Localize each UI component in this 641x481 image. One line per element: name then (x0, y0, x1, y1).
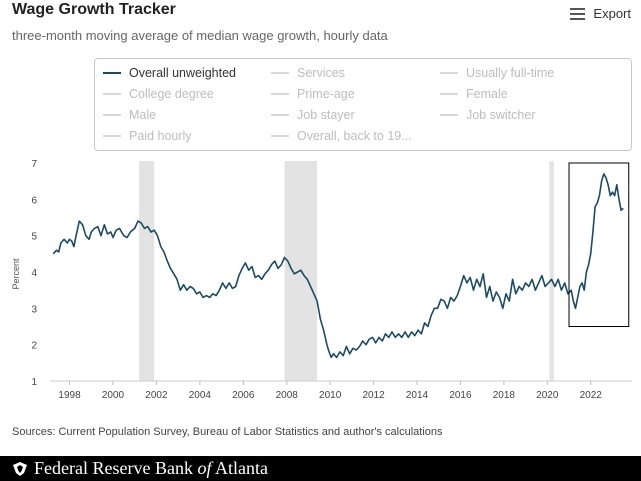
legend-swatch (271, 135, 289, 137)
legend-label: Usually full-time (466, 66, 555, 80)
legend-item-paid-hourly[interactable]: Paid hourly (103, 129, 192, 143)
highlight-box (568, 162, 630, 327)
y-axis: 1 2 3 4 5 6 7 (31, 159, 37, 388)
legend-swatch (103, 72, 121, 74)
legend-swatch (103, 114, 121, 116)
legend-swatch (440, 93, 458, 95)
legend-item-services[interactable]: Services (271, 66, 345, 80)
x-tick-label: 2008 (276, 390, 299, 401)
series-legend: Overall unweighted Services Usually full… (94, 58, 632, 151)
x-tick-label: 2000 (102, 390, 125, 401)
legend-item-male[interactable]: Male (103, 108, 156, 122)
y-tick-label: 5 (31, 232, 37, 243)
y-tick-label: 3 (31, 304, 37, 315)
footer-bar: Federal Reserve Bank of Atlanta (0, 456, 641, 481)
chart-title: Wage Growth Tracker (12, 1, 176, 18)
legend-item-job-stayer[interactable]: Job stayer (271, 108, 355, 122)
legend-item-college-degree[interactable]: College degree (103, 87, 214, 101)
source-note: Sources: Current Population Survey, Bure… (12, 426, 443, 438)
recession-band (549, 161, 554, 381)
legend-item-female[interactable]: Female (440, 87, 508, 101)
x-tick-label: 2018 (493, 390, 516, 401)
x-tick-label: 2006 (232, 390, 255, 401)
legend-swatch (271, 72, 289, 74)
legend-label: Overall, back to 19... (297, 129, 412, 143)
x-tick-label: 2002 (145, 390, 168, 401)
x-tick-label: 2014 (406, 390, 429, 401)
x-tick-label: 2004 (189, 390, 212, 401)
legend-swatch (103, 135, 121, 137)
chart-subtitle: three-month moving average of median wag… (12, 28, 388, 43)
export-button[interactable]: Export (570, 6, 631, 21)
x-tick-label: 2012 (362, 390, 385, 401)
legend-swatch (271, 114, 289, 116)
export-label: Export (593, 6, 631, 21)
fed-name: Federal Reserve Bank of Atlanta (34, 458, 268, 479)
x-tick-label: 2010 (319, 390, 342, 401)
legend-item-prime-age[interactable]: Prime-age (271, 87, 355, 101)
y-tick-label: 7 (31, 159, 37, 170)
legend-label: Overall unweighted (129, 66, 237, 80)
legend-swatch (440, 72, 458, 74)
y-tick-label: 6 (31, 195, 37, 206)
x-axis-ticks: 1998 2000 2002 2004 2006 2008 2010 2012 2014 2016… (58, 381, 602, 401)
legend-item-overall-back-to-19[interactable]: Overall, back to 19... (271, 129, 412, 143)
legend-label: Paid hourly (129, 129, 192, 143)
legend-swatch (103, 93, 121, 95)
federal-reserve-eagle-icon (13, 461, 27, 476)
legend-label: Male (129, 108, 157, 122)
y-tick-label: 1 (31, 377, 37, 388)
fed-name-prefix: Federal Reserve Bank (34, 458, 198, 478)
hamburger-menu-icon (570, 7, 586, 20)
series-line-overall-unweighted (52, 173, 624, 359)
x-tick-label: 2016 (449, 390, 472, 401)
legend-label: Job stayer (297, 108, 355, 122)
y-tick-label: 4 (31, 268, 37, 279)
legend-label: College degree (129, 87, 214, 101)
legend-swatch (440, 114, 458, 116)
legend-label: Prime-age (297, 87, 355, 101)
fed-name-suffix: Atlanta (211, 458, 268, 478)
fed-name-of: of (197, 458, 212, 478)
recession-band (139, 161, 155, 381)
legend-label: Job switcher (466, 108, 536, 122)
x-tick-label: 2022 (580, 390, 603, 401)
wage-growth-chart: 1 2 3 4 5 6 7 1998 2000 2002 2004 2006 2008 2010 2012… (11, 159, 632, 401)
y-tick-label: 2 (31, 341, 37, 352)
legend-item-overall-unweighted[interactable]: Overall unweighted (103, 66, 236, 80)
legend-item-usually-full-time[interactable]: Usually full-time (440, 66, 554, 80)
legend-item-job-switcher[interactable]: Job switcher (440, 108, 535, 122)
legend-swatch (271, 93, 289, 95)
x-tick-label: 1998 (58, 390, 81, 401)
y-axis-label: Percent (11, 258, 21, 290)
legend-label: Female (466, 87, 508, 101)
legend-label: Services (297, 66, 345, 80)
x-tick-label: 2020 (536, 390, 559, 401)
